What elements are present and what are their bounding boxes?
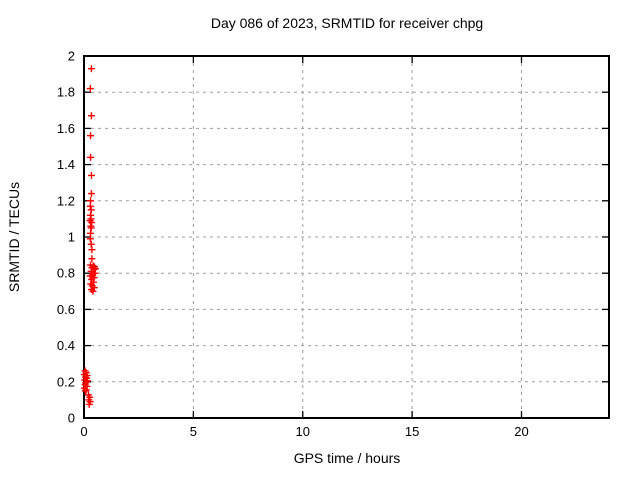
y-tick-label: 0.4	[57, 338, 75, 353]
data-points	[80, 65, 99, 408]
x-tick-label: 10	[296, 424, 310, 439]
y-tick-label: 1.8	[57, 85, 75, 100]
gridlines	[84, 56, 609, 418]
y-tick-label: 1.6	[57, 121, 75, 136]
x-axis-label: GPS time / hours	[293, 450, 401, 466]
y-tick-label: 1.2	[57, 193, 75, 208]
x-tick-label: 15	[405, 424, 419, 439]
y-tick-label: 0.8	[57, 266, 75, 281]
y-tick-label: 2	[68, 49, 75, 64]
x-tick-label: 5	[190, 424, 197, 439]
x-tick-label: 20	[514, 424, 528, 439]
tick-labels: 00.20.40.60.811.21.41.61.820 5 10 15 20	[57, 49, 529, 440]
y-tick-label: 0	[68, 411, 75, 426]
y-tick-label: 1.4	[57, 157, 75, 172]
y-tick-label: 1	[68, 230, 75, 245]
y-tick-label: 0.6	[57, 302, 75, 317]
y-tick-label: 0.2	[57, 374, 75, 389]
x-tick-label: 0	[80, 424, 87, 439]
chart-title: Day 086 of 2023, SRMTID for receiver chp…	[210, 15, 484, 31]
y-axis-label: SRMTID / TECUs	[6, 181, 22, 293]
